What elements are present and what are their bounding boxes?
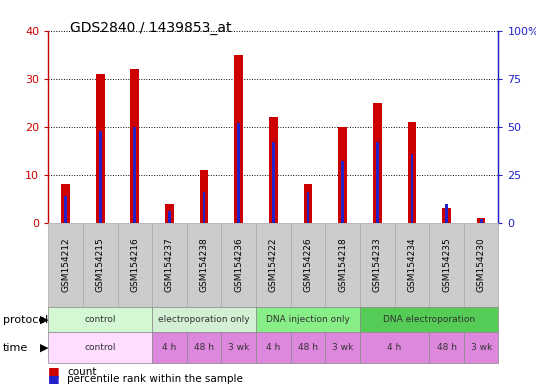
Bar [442, 208, 451, 223]
Text: GSM154238: GSM154238 [199, 238, 209, 292]
Text: DNA injection only: DNA injection only [266, 315, 350, 324]
Bar [477, 218, 486, 223]
Bar [61, 184, 70, 223]
Text: 3 wk: 3 wk [228, 343, 249, 352]
Text: GSM154216: GSM154216 [130, 238, 139, 292]
Text: electroporation only: electroporation only [158, 315, 250, 324]
Text: count: count [67, 367, 96, 377]
Text: 48 h: 48 h [298, 343, 318, 352]
Text: 4 h: 4 h [388, 343, 401, 352]
Text: GSM154234: GSM154234 [407, 238, 416, 292]
Bar [165, 204, 174, 223]
Bar [234, 55, 243, 223]
Text: 4 h: 4 h [266, 343, 280, 352]
Text: ■: ■ [48, 365, 60, 378]
Bar [130, 69, 139, 223]
Bar [407, 122, 416, 223]
Bar [269, 117, 278, 223]
Bar [133, 127, 136, 223]
Text: protocol: protocol [3, 314, 48, 325]
Bar [168, 211, 171, 223]
Bar [341, 161, 344, 223]
Text: ▶: ▶ [40, 343, 49, 353]
Bar [376, 142, 378, 223]
Text: GSM154212: GSM154212 [61, 238, 70, 292]
Bar [203, 192, 205, 223]
Text: time: time [3, 343, 28, 353]
Bar [307, 192, 309, 223]
Bar [237, 123, 240, 223]
Text: 3 wk: 3 wk [471, 343, 492, 352]
Text: GSM154226: GSM154226 [303, 238, 312, 292]
Text: GSM154230: GSM154230 [477, 238, 486, 292]
Text: GSM154215: GSM154215 [96, 238, 105, 292]
Text: GSM154218: GSM154218 [338, 238, 347, 292]
Bar [411, 154, 413, 223]
Text: control: control [85, 315, 116, 324]
Text: GSM154235: GSM154235 [442, 238, 451, 292]
Bar [96, 74, 105, 223]
Bar [480, 219, 482, 223]
Bar [272, 142, 275, 223]
Text: percentile rank within the sample: percentile rank within the sample [67, 374, 243, 384]
Bar [304, 184, 312, 223]
Bar [445, 204, 448, 223]
Text: ■: ■ [48, 373, 60, 384]
Text: control: control [85, 343, 116, 352]
Text: DNA electroporation: DNA electroporation [383, 315, 475, 324]
Bar [373, 103, 382, 223]
Text: GSM154233: GSM154233 [373, 238, 382, 292]
Text: 4 h: 4 h [162, 343, 176, 352]
Text: GSM154222: GSM154222 [269, 238, 278, 292]
Text: GSM154237: GSM154237 [165, 238, 174, 292]
Bar [99, 131, 102, 223]
Text: ▶: ▶ [40, 314, 49, 325]
Text: GSM154236: GSM154236 [234, 238, 243, 292]
Text: 3 wk: 3 wk [332, 343, 353, 352]
Text: 48 h: 48 h [436, 343, 457, 352]
Text: GDS2840 / 1439853_at: GDS2840 / 1439853_at [70, 21, 231, 35]
Text: 48 h: 48 h [194, 343, 214, 352]
Bar [64, 196, 67, 223]
Bar [338, 127, 347, 223]
Bar [200, 170, 209, 223]
